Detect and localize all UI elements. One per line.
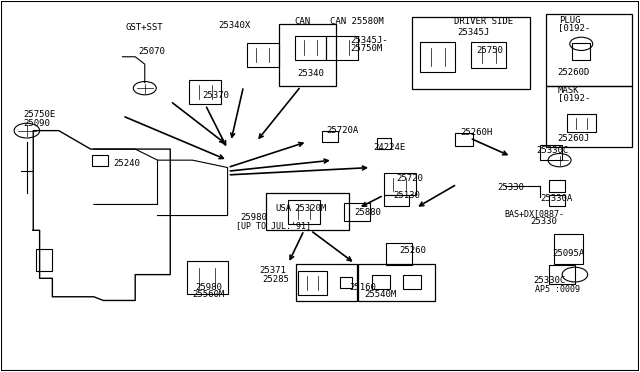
Bar bbox=[572, 43, 590, 60]
Text: 25345J-: 25345J- bbox=[351, 36, 388, 45]
Bar bbox=[420, 42, 456, 71]
Bar bbox=[377, 138, 391, 149]
Text: 25560M: 25560M bbox=[193, 291, 225, 299]
Text: 25090: 25090 bbox=[24, 119, 51, 128]
Bar bbox=[298, 271, 326, 295]
Text: CAN: CAN bbox=[294, 17, 310, 26]
Bar bbox=[384, 195, 409, 206]
Bar bbox=[186, 261, 228, 294]
Bar bbox=[372, 275, 390, 289]
Bar bbox=[288, 200, 320, 224]
Text: 25880: 25880 bbox=[355, 208, 381, 217]
Bar bbox=[549, 180, 565, 192]
Text: 25720: 25720 bbox=[396, 174, 423, 183]
Bar bbox=[296, 264, 357, 301]
Text: 25260J: 25260J bbox=[557, 134, 590, 143]
Bar bbox=[549, 195, 565, 206]
Text: 25130: 25130 bbox=[394, 191, 420, 200]
Text: 25260H: 25260H bbox=[460, 128, 492, 137]
Text: 25340: 25340 bbox=[298, 69, 324, 78]
Bar bbox=[189, 80, 221, 104]
Bar bbox=[546, 86, 632, 147]
Bar bbox=[549, 265, 575, 284]
Text: 25320M: 25320M bbox=[294, 203, 327, 213]
Bar bbox=[358, 264, 435, 301]
Text: AP5 :0009: AP5 :0009 bbox=[536, 285, 580, 294]
Text: 25330: 25330 bbox=[497, 183, 524, 192]
Bar bbox=[344, 203, 370, 221]
Bar bbox=[387, 243, 412, 265]
Bar bbox=[246, 43, 278, 67]
Bar bbox=[455, 134, 473, 146]
Text: GST+SST: GST+SST bbox=[125, 23, 163, 32]
Text: 25260: 25260 bbox=[399, 246, 426, 255]
Text: 25345J: 25345J bbox=[457, 28, 489, 37]
Text: 25240: 25240 bbox=[113, 159, 140, 169]
Text: [UP TO JUL.'91]: [UP TO JUL.'91] bbox=[236, 221, 311, 230]
Text: 25330: 25330 bbox=[531, 217, 557, 225]
Text: 25330C: 25330C bbox=[537, 147, 569, 155]
Bar bbox=[340, 277, 353, 288]
Text: DRIVER SIDE: DRIVER SIDE bbox=[454, 17, 513, 26]
Text: 25160: 25160 bbox=[349, 283, 376, 292]
Bar bbox=[294, 36, 326, 60]
Bar bbox=[471, 42, 506, 68]
Text: 25750: 25750 bbox=[476, 46, 503, 55]
Text: BAS+DX[0887-: BAS+DX[0887- bbox=[505, 209, 564, 218]
Text: [0192-: [0192- bbox=[557, 93, 590, 102]
Bar bbox=[36, 249, 52, 271]
Text: CAN 25580M: CAN 25580M bbox=[330, 17, 383, 26]
Text: 25371: 25371 bbox=[259, 266, 286, 275]
Text: 25330C: 25330C bbox=[534, 276, 566, 285]
Bar bbox=[278, 23, 336, 86]
Text: 25980: 25980 bbox=[196, 283, 223, 292]
Text: 25750E: 25750E bbox=[24, 109, 56, 119]
Bar bbox=[546, 14, 632, 86]
Text: 25980: 25980 bbox=[241, 213, 268, 222]
Bar bbox=[384, 173, 415, 195]
Text: 25370: 25370 bbox=[202, 91, 229, 100]
Text: 25340X: 25340X bbox=[218, 21, 250, 30]
Text: USA: USA bbox=[275, 203, 291, 213]
Text: 25720A: 25720A bbox=[326, 126, 358, 135]
Bar bbox=[403, 275, 421, 289]
Bar bbox=[540, 145, 563, 160]
Text: 25750M: 25750M bbox=[351, 44, 383, 53]
Text: 25070: 25070 bbox=[138, 47, 165, 56]
Text: PLUG: PLUG bbox=[559, 16, 580, 25]
Text: 24224E: 24224E bbox=[373, 143, 405, 152]
Text: 25540M: 25540M bbox=[365, 291, 397, 299]
Text: 25330A: 25330A bbox=[540, 195, 572, 203]
Text: MASK: MASK bbox=[557, 86, 579, 94]
Bar bbox=[321, 131, 337, 142]
Bar bbox=[567, 114, 596, 132]
Bar bbox=[554, 234, 583, 263]
Bar bbox=[92, 155, 108, 166]
Text: 25285: 25285 bbox=[262, 275, 289, 283]
Bar bbox=[326, 36, 358, 60]
Bar bbox=[266, 193, 349, 230]
Text: [0192-: [0192- bbox=[557, 23, 590, 32]
Bar bbox=[412, 17, 531, 89]
Text: 25260D: 25260D bbox=[557, 68, 590, 77]
Text: 25095A: 25095A bbox=[552, 249, 585, 258]
